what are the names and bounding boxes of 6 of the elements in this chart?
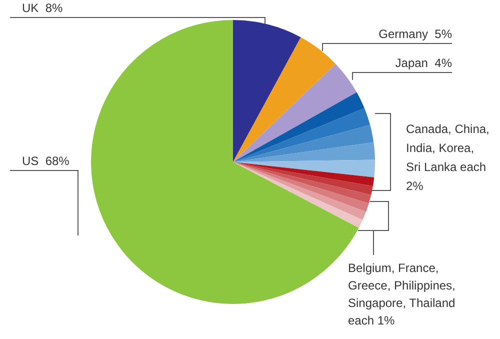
slice-label: US 68% (22, 154, 70, 168)
text: Canada, China, India, Korea, Sri Lanka each 2% (406, 122, 490, 193)
slice-label: Japan 4% (395, 56, 452, 70)
slice-label: Germany 5% (378, 27, 452, 41)
text: Belgium, France, Greece, Philippines, Singapore, Thailand each 1% (348, 261, 456, 328)
slice-label: UK 8% (22, 1, 64, 15)
